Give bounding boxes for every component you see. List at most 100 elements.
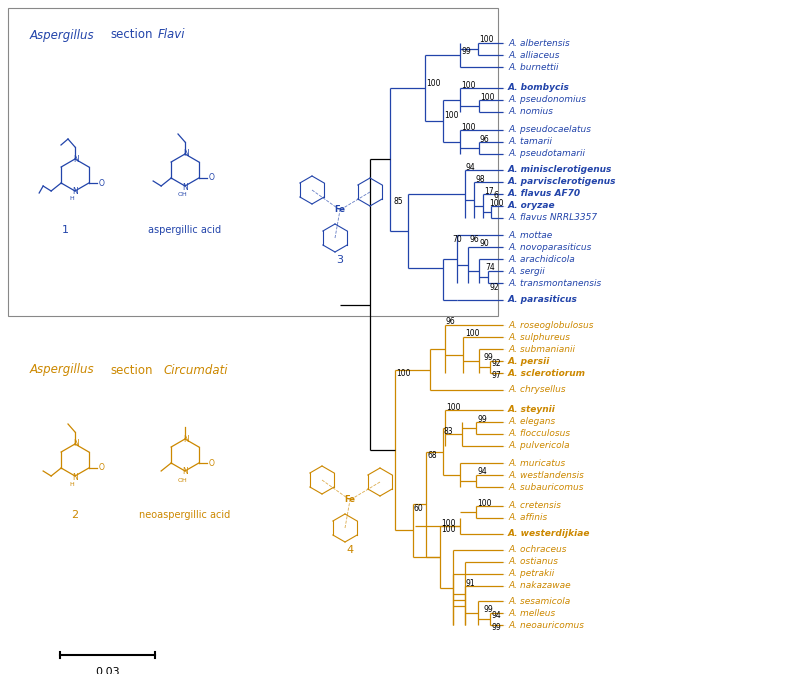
- Text: A. arachidicola: A. arachidicola: [508, 255, 575, 264]
- Text: 100: 100: [441, 524, 456, 534]
- Text: 99: 99: [484, 605, 493, 615]
- Text: 85: 85: [394, 197, 404, 206]
- Text: 83: 83: [444, 427, 453, 437]
- Text: 60: 60: [414, 503, 423, 513]
- Text: A. neoauricomus: A. neoauricomus: [508, 621, 584, 630]
- Text: A. muricatus: A. muricatus: [508, 458, 565, 468]
- Text: A. pulvericola: A. pulvericola: [508, 441, 570, 450]
- Text: O: O: [209, 173, 215, 183]
- Text: 100: 100: [461, 123, 475, 131]
- Text: H: H: [69, 483, 75, 487]
- Text: 100: 100: [489, 199, 504, 208]
- Text: N: N: [73, 154, 79, 164]
- Text: N: N: [183, 150, 189, 158]
- Text: 17: 17: [484, 187, 493, 195]
- Text: N: N: [72, 472, 78, 481]
- Text: O: O: [99, 179, 105, 187]
- Text: 68: 68: [427, 451, 437, 460]
- Text: A. pseudotamarii: A. pseudotamarii: [508, 150, 585, 158]
- Text: A. minisclerotigenus: A. minisclerotigenus: [508, 166, 612, 175]
- Text: A. submanianii: A. submanianii: [508, 344, 575, 353]
- Text: A. parasiticus: A. parasiticus: [508, 295, 578, 305]
- Text: Circumdati: Circumdati: [163, 363, 227, 377]
- Text: 99: 99: [484, 353, 493, 363]
- Bar: [8, 8, 498, 316]
- Text: A. sergii: A. sergii: [508, 266, 545, 276]
- Text: A. albertensis: A. albertensis: [508, 38, 570, 47]
- Text: 92: 92: [492, 359, 501, 369]
- Text: N: N: [73, 439, 79, 448]
- Text: N: N: [182, 183, 188, 191]
- Text: A. burnettii: A. burnettii: [508, 63, 559, 71]
- Text: A. ochraceus: A. ochraceus: [508, 545, 567, 555]
- Text: section: section: [110, 28, 153, 42]
- Text: A. westlandensis: A. westlandensis: [508, 470, 584, 479]
- Text: A. persii: A. persii: [508, 357, 550, 365]
- Text: Aspergillus: Aspergillus: [30, 28, 94, 42]
- Text: 6: 6: [494, 191, 499, 200]
- Text: 100: 100: [426, 78, 441, 88]
- Text: 96: 96: [469, 235, 478, 243]
- Text: A. sclerotiorum: A. sclerotiorum: [508, 369, 586, 377]
- Text: 96: 96: [446, 317, 456, 326]
- Text: 100: 100: [465, 330, 479, 338]
- Text: A. tamarii: A. tamarii: [508, 137, 552, 146]
- Text: A. subauricomus: A. subauricomus: [508, 483, 583, 491]
- Text: N: N: [183, 435, 189, 443]
- Text: A. mottae: A. mottae: [508, 231, 552, 239]
- Text: A. novoparasiticus: A. novoparasiticus: [508, 243, 591, 251]
- Text: A. cretensis: A. cretensis: [508, 501, 561, 510]
- Text: OH: OH: [178, 477, 188, 483]
- Text: A. oryzae: A. oryzae: [508, 202, 556, 210]
- Text: A. bombycis: A. bombycis: [508, 84, 570, 92]
- Text: A. chrysellus: A. chrysellus: [508, 386, 566, 394]
- Text: A. ostianus: A. ostianus: [508, 557, 558, 567]
- Text: 97: 97: [492, 371, 502, 381]
- Text: 100: 100: [444, 111, 459, 121]
- Text: 100: 100: [461, 80, 475, 90]
- Text: A. flavus AF70: A. flavus AF70: [508, 189, 581, 199]
- Text: Flavi: Flavi: [158, 28, 186, 42]
- Text: A. westerdijkiae: A. westerdijkiae: [508, 530, 590, 539]
- Text: 100: 100: [446, 402, 460, 412]
- Text: A. alliaceus: A. alliaceus: [508, 51, 560, 59]
- Text: A. sesamicola: A. sesamicola: [508, 596, 571, 605]
- Text: O: O: [99, 464, 105, 472]
- Text: A. sulphureus: A. sulphureus: [508, 332, 570, 342]
- Text: 99: 99: [492, 623, 502, 632]
- Text: A. pseudonomius: A. pseudonomius: [508, 96, 586, 104]
- Text: aspergillic acid: aspergillic acid: [149, 225, 222, 235]
- Text: N: N: [182, 468, 188, 477]
- Text: 100: 100: [479, 36, 493, 44]
- Text: 2: 2: [72, 510, 79, 520]
- Text: 70: 70: [452, 235, 462, 245]
- Text: 99: 99: [477, 415, 486, 423]
- Text: 4: 4: [346, 545, 353, 555]
- Text: A. flocculosus: A. flocculosus: [508, 429, 570, 439]
- Text: Aspergillus: Aspergillus: [30, 363, 94, 377]
- Text: 98: 98: [475, 175, 485, 183]
- Text: N: N: [72, 187, 78, 197]
- Text: A. transmontanensis: A. transmontanensis: [508, 278, 601, 288]
- Text: 100: 100: [477, 499, 492, 508]
- Text: 94: 94: [477, 468, 486, 477]
- Text: 99: 99: [461, 47, 471, 57]
- Text: A. parvisclerotigenus: A. parvisclerotigenus: [508, 177, 616, 187]
- Text: A. petrakii: A. petrakii: [508, 570, 554, 578]
- Text: 3: 3: [337, 255, 343, 265]
- Text: Fe: Fe: [334, 206, 345, 214]
- Text: 100: 100: [480, 92, 494, 102]
- Text: A. melleus: A. melleus: [508, 609, 556, 617]
- Text: 100: 100: [441, 518, 456, 528]
- Text: A. nakazawae: A. nakazawae: [508, 582, 571, 590]
- Text: A. roseoglobulosus: A. roseoglobulosus: [508, 321, 593, 330]
- Text: 1: 1: [61, 225, 68, 235]
- Text: 91: 91: [466, 578, 475, 588]
- Text: 100: 100: [396, 369, 411, 378]
- Text: neoaspergillic acid: neoaspergillic acid: [139, 510, 231, 520]
- Text: 94: 94: [492, 611, 502, 621]
- Text: 74: 74: [485, 264, 495, 272]
- Text: A. nomius: A. nomius: [508, 107, 553, 117]
- Text: section: section: [110, 363, 153, 377]
- Text: 90: 90: [480, 239, 490, 249]
